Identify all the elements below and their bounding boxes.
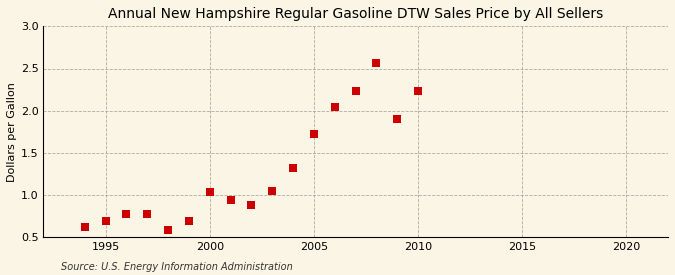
Point xyxy=(184,219,194,224)
Point xyxy=(412,89,423,94)
Text: Source: U.S. Energy Information Administration: Source: U.S. Energy Information Administ… xyxy=(61,262,292,272)
Point xyxy=(308,132,319,137)
Point xyxy=(329,105,340,109)
Point xyxy=(121,211,132,216)
Title: Annual New Hampshire Regular Gasoline DTW Sales Price by All Sellers: Annual New Hampshire Regular Gasoline DT… xyxy=(108,7,603,21)
Point xyxy=(79,225,90,229)
Point xyxy=(142,211,153,216)
Point xyxy=(225,198,236,202)
Point xyxy=(392,117,402,121)
Point xyxy=(246,203,256,208)
Point xyxy=(205,189,215,194)
Point xyxy=(371,60,382,65)
Point xyxy=(350,89,361,94)
Y-axis label: Dollars per Gallon: Dollars per Gallon xyxy=(7,82,17,182)
Point xyxy=(100,218,111,223)
Point xyxy=(163,228,173,232)
Point xyxy=(288,166,298,170)
Point xyxy=(267,189,277,193)
